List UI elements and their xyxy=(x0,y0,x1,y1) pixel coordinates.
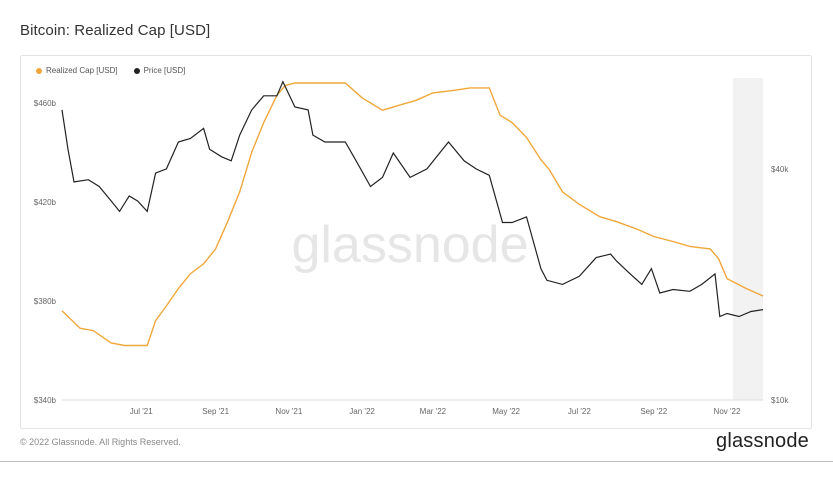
recent-data-shade xyxy=(733,78,763,400)
legend-item-realized-cap[interactable]: Realized Cap [USD] xyxy=(36,66,118,75)
x-axis: Jul '21 Sep '21 Nov '21 Jan '22 Mar '22 May '… xyxy=(130,407,741,416)
legend-label-price: Price [USD] xyxy=(143,66,186,75)
y-right-tick-label: $40k xyxy=(771,165,789,174)
x-tick-label: Jan '22 xyxy=(349,407,375,416)
x-tick-label: Nov '22 xyxy=(714,407,741,416)
x-tick-label: May '22 xyxy=(492,407,520,416)
x-tick-label: Jul '22 xyxy=(568,407,591,416)
legend: Realized Cap [USD] Price [USD] xyxy=(36,66,185,75)
glassnode-logo[interactable]: glassnode xyxy=(716,430,809,452)
y-axis-left: $340b $380b $420b $460b xyxy=(34,99,57,405)
chart-card xyxy=(20,55,812,429)
series-line-price xyxy=(61,80,764,318)
legend-item-price[interactable]: Price [USD] xyxy=(133,66,186,75)
series-line-realized-cap xyxy=(61,82,764,347)
y-left-tick-label: $380b xyxy=(34,297,57,306)
x-tick-label: Sep '21 xyxy=(202,407,229,416)
y-right-tick-label: $10k xyxy=(771,396,789,405)
x-tick-label: Mar '22 xyxy=(420,407,447,416)
chart-title: Bitcoin: Realized Cap [USD] xyxy=(20,22,211,39)
y-left-tick-label: $420b xyxy=(34,198,57,207)
x-tick-label: Jul '21 xyxy=(130,407,153,416)
y-left-tick-label: $340b xyxy=(34,396,57,405)
copyright-text: © 2022 Glassnode. All Rights Reserved. xyxy=(20,437,181,447)
legend-dot-realized-cap xyxy=(36,67,42,74)
watermark-text: glassnode xyxy=(291,216,528,274)
legend-label-realized-cap: Realized Cap [USD] xyxy=(46,66,118,75)
x-tick-label: Nov '21 xyxy=(275,407,302,416)
x-tick-label: Sep '22 xyxy=(640,407,667,416)
y-left-tick-label: $460b xyxy=(34,99,57,108)
legend-dot-price xyxy=(133,67,140,74)
y-axis-right: $10k $40k xyxy=(771,165,789,405)
footer-divider xyxy=(0,461,833,462)
